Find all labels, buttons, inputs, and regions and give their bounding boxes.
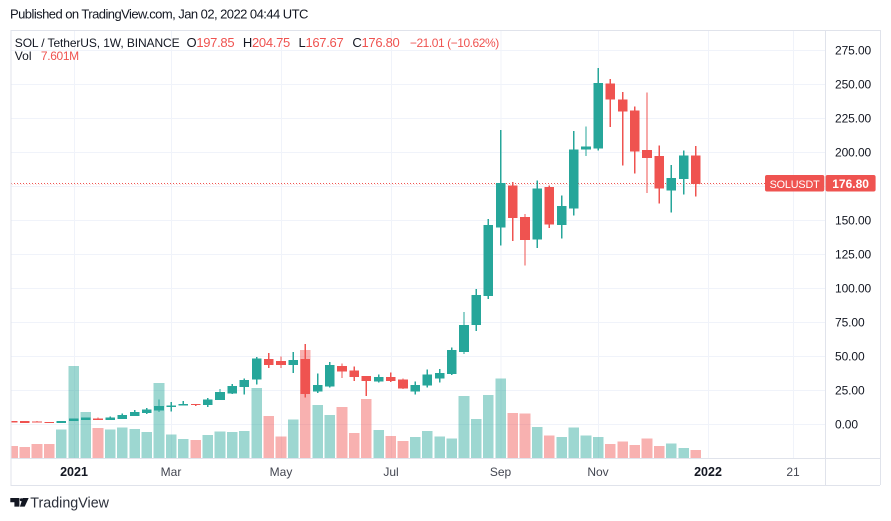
svg-text:SOLUSDT: SOLUSDT	[770, 179, 821, 191]
svg-text:50.00: 50.00	[835, 349, 865, 363]
svg-text:25.00: 25.00	[835, 383, 865, 397]
svg-text:Mar: Mar	[161, 465, 182, 479]
svg-text:150.00: 150.00	[835, 213, 872, 227]
svg-text:C176.80: C176.80	[352, 35, 399, 50]
svg-text:275.00: 275.00	[835, 43, 872, 57]
svg-text:Jul: Jul	[383, 465, 398, 479]
svg-text:L167.67: L167.67	[299, 35, 344, 50]
svg-text:125.00: 125.00	[835, 247, 872, 261]
svg-text:H204.75: H204.75	[243, 35, 290, 50]
svg-text:0.00: 0.00	[835, 417, 858, 431]
svg-text:200.00: 200.00	[835, 145, 872, 159]
svg-text:2021: 2021	[60, 465, 88, 479]
svg-text:SOL / TetherUS, 1W, BINANCE: SOL / TetherUS, 1W, BINANCE	[15, 36, 180, 50]
svg-text:225.00: 225.00	[835, 111, 872, 125]
svg-text:100.00: 100.00	[835, 281, 872, 295]
svg-text:7.601M: 7.601M	[41, 49, 79, 63]
svg-text:Nov: Nov	[587, 465, 608, 479]
svg-text:2022: 2022	[694, 465, 722, 479]
svg-text:176.80: 176.80	[832, 177, 869, 191]
svg-text:Sep: Sep	[490, 465, 512, 479]
svg-text:−21.01 (−10.62%): −21.01 (−10.62%)	[410, 36, 499, 50]
svg-text:TradingView: TradingView	[30, 496, 109, 512]
svg-text:21: 21	[786, 465, 800, 479]
svg-text:May: May	[270, 465, 293, 479]
svg-text:Vol: Vol	[15, 49, 32, 63]
svg-text:75.00: 75.00	[835, 315, 865, 329]
svg-text:250.00: 250.00	[835, 77, 872, 91]
svg-text:Published on TradingView.com,: Published on TradingView.com, Jan 02, 20…	[10, 6, 308, 21]
svg-text:O197.85: O197.85	[187, 35, 235, 50]
